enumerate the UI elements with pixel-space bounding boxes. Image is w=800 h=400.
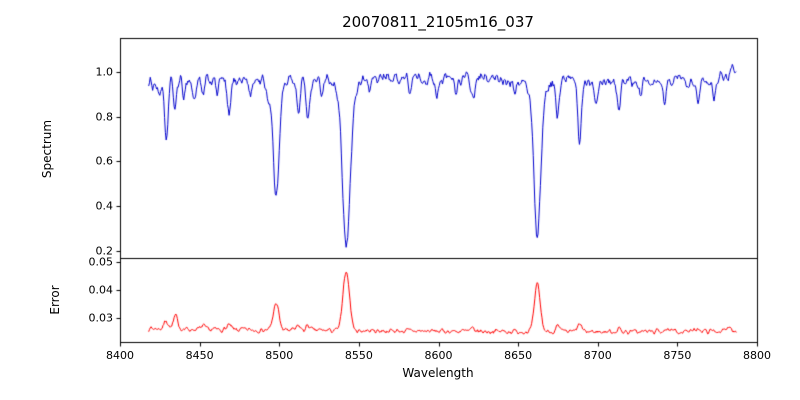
x-tick-label: 8750 [663, 349, 692, 362]
x-tick-label: 8500 [265, 349, 294, 362]
y-axis-label-error: Error [48, 285, 62, 315]
y-tick-label: 0.2 [95, 244, 114, 258]
x-tick-label: 8400 [106, 349, 134, 362]
chart-title: 20070811_2105m16_037 [342, 13, 534, 31]
y-tick-label: 0.05 [88, 255, 114, 269]
x-tick-label: 8550 [344, 349, 373, 362]
x-tick-label: 8600 [424, 349, 453, 362]
y-tick-label: 1.0 [95, 65, 114, 79]
x-tick-label: 8650 [504, 349, 533, 362]
x-tick-label: 8700 [583, 349, 612, 362]
y-tick-label: 0.4 [95, 199, 114, 213]
y-tick-label: 0.04 [88, 283, 114, 297]
y-tick-label: 0.03 [88, 311, 114, 325]
y-axis-label-spectrum: Spectrum [40, 119, 54, 179]
y-tick-label: 0.8 [95, 110, 114, 124]
x-axis-label: Wavelength [402, 366, 474, 380]
x-tick-label: 8800 [743, 349, 771, 362]
x-tick-label: 8450 [185, 349, 214, 362]
y-tick-label: 0.6 [95, 154, 114, 168]
